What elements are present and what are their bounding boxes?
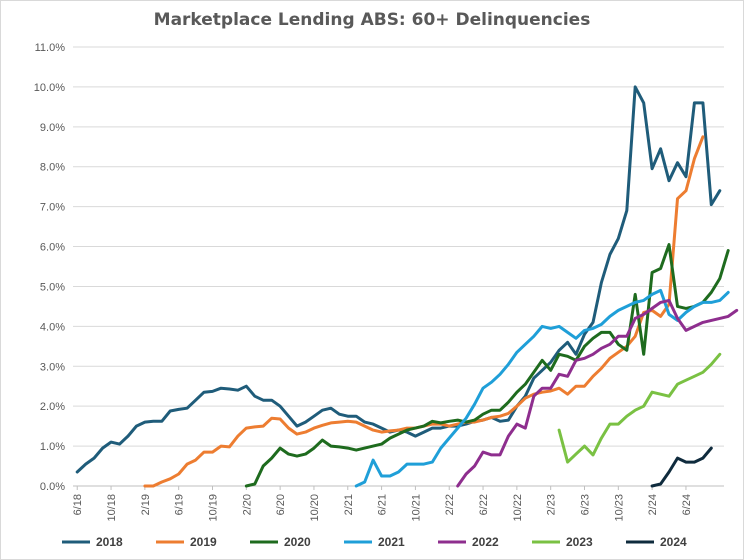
x-tick-label: 10/21 xyxy=(410,494,422,522)
y-tick-label: 6.0% xyxy=(40,242,65,254)
x-tick-label: 6/18 xyxy=(72,494,84,515)
series-lines xyxy=(75,85,739,488)
x-tick-label: 6/23 xyxy=(580,494,592,515)
x-tick-label: 2/22 xyxy=(444,494,456,515)
series-line-2018 xyxy=(75,85,722,474)
series-line-2024 xyxy=(650,446,713,488)
series-line-2021 xyxy=(354,288,730,488)
x-tick-label: 10/18 xyxy=(106,494,118,522)
x-tick-label: 6/20 xyxy=(275,494,287,515)
y-tick-label: 2.0% xyxy=(40,401,65,413)
y-tick-label: 7.0% xyxy=(40,202,65,214)
x-tick-label: 2/23 xyxy=(546,494,558,515)
x-tick-label: 2/21 xyxy=(343,494,355,515)
legend-label-2023: 2023 xyxy=(566,535,593,549)
legend-label-2024: 2024 xyxy=(660,535,687,549)
x-tick-label: 2/20 xyxy=(241,494,253,515)
x-tick-label: 6/19 xyxy=(174,494,186,515)
x-tick-label: 10/22 xyxy=(512,494,524,522)
y-tick-label: 3.0% xyxy=(40,361,65,373)
legend-label-2021: 2021 xyxy=(378,535,405,549)
y-tick-label: 4.0% xyxy=(40,321,65,333)
legend: 2018 2019 2020 2021 2022 2023 2024 xyxy=(62,535,687,549)
legend-label-2018: 2018 xyxy=(96,535,123,549)
legend-label-2020: 2020 xyxy=(284,535,311,549)
chart-title: Marketplace Lending ABS: 60+ Delinquenci… xyxy=(153,10,591,30)
x-tick-label: 6/21 xyxy=(377,494,389,515)
x-tick-label: 6/22 xyxy=(478,494,490,515)
x-tick-label: 10/23 xyxy=(613,494,625,522)
axes: 0.0% 1.0% 2.0% 3.0% 4.0% 5.0% 6.0% 7.0% 8.0% 9.0%… xyxy=(34,42,724,522)
y-tick-label: 5.0% xyxy=(40,281,65,293)
y-tick-label: 9.0% xyxy=(40,122,65,134)
gridlines xyxy=(73,46,724,487)
series-line-2023 xyxy=(557,352,722,464)
x-tick-label: 10/20 xyxy=(309,494,321,522)
y-tick-label: 8.0% xyxy=(40,162,65,174)
y-tick-label: 11.0% xyxy=(35,42,66,54)
legend-label-2022: 2022 xyxy=(472,535,499,549)
y-tick-label: 0.0% xyxy=(40,481,65,493)
series-line-2022 xyxy=(456,298,739,488)
legend-label-2019: 2019 xyxy=(190,535,217,549)
x-tick-label: 2/19 xyxy=(140,494,152,515)
series-line-2020 xyxy=(244,243,730,488)
x-tick-label: 6/24 xyxy=(681,494,693,515)
y-tick-label: 1.0% xyxy=(40,441,65,453)
y-tick-label: 10.0% xyxy=(34,82,65,94)
x-tick-label: 2/24 xyxy=(647,494,659,515)
x-tick-label: 10/19 xyxy=(208,494,220,522)
